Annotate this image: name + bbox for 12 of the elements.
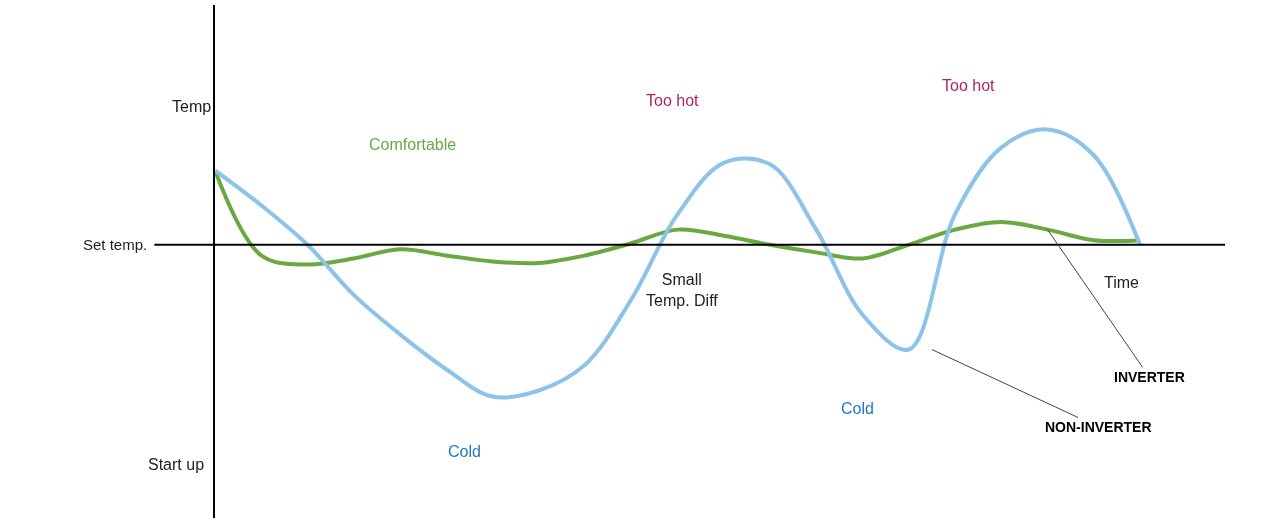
text: Start up [148,456,205,473]
annotation: Comfortable [369,136,457,153]
annotation: Small Temp. Diff [646,271,719,309]
text: INVERTER [1114,369,1185,385]
text: Cold [448,443,481,460]
x-axis-title: Time [1104,274,1140,291]
text: Too hot [942,77,996,94]
text: Cold [841,400,874,417]
ref-line-label: Set temp. [83,236,148,253]
text: Too hot [646,92,700,109]
text: NON-INVERTER [1045,419,1152,435]
y-axis-title: Temp [172,98,212,115]
